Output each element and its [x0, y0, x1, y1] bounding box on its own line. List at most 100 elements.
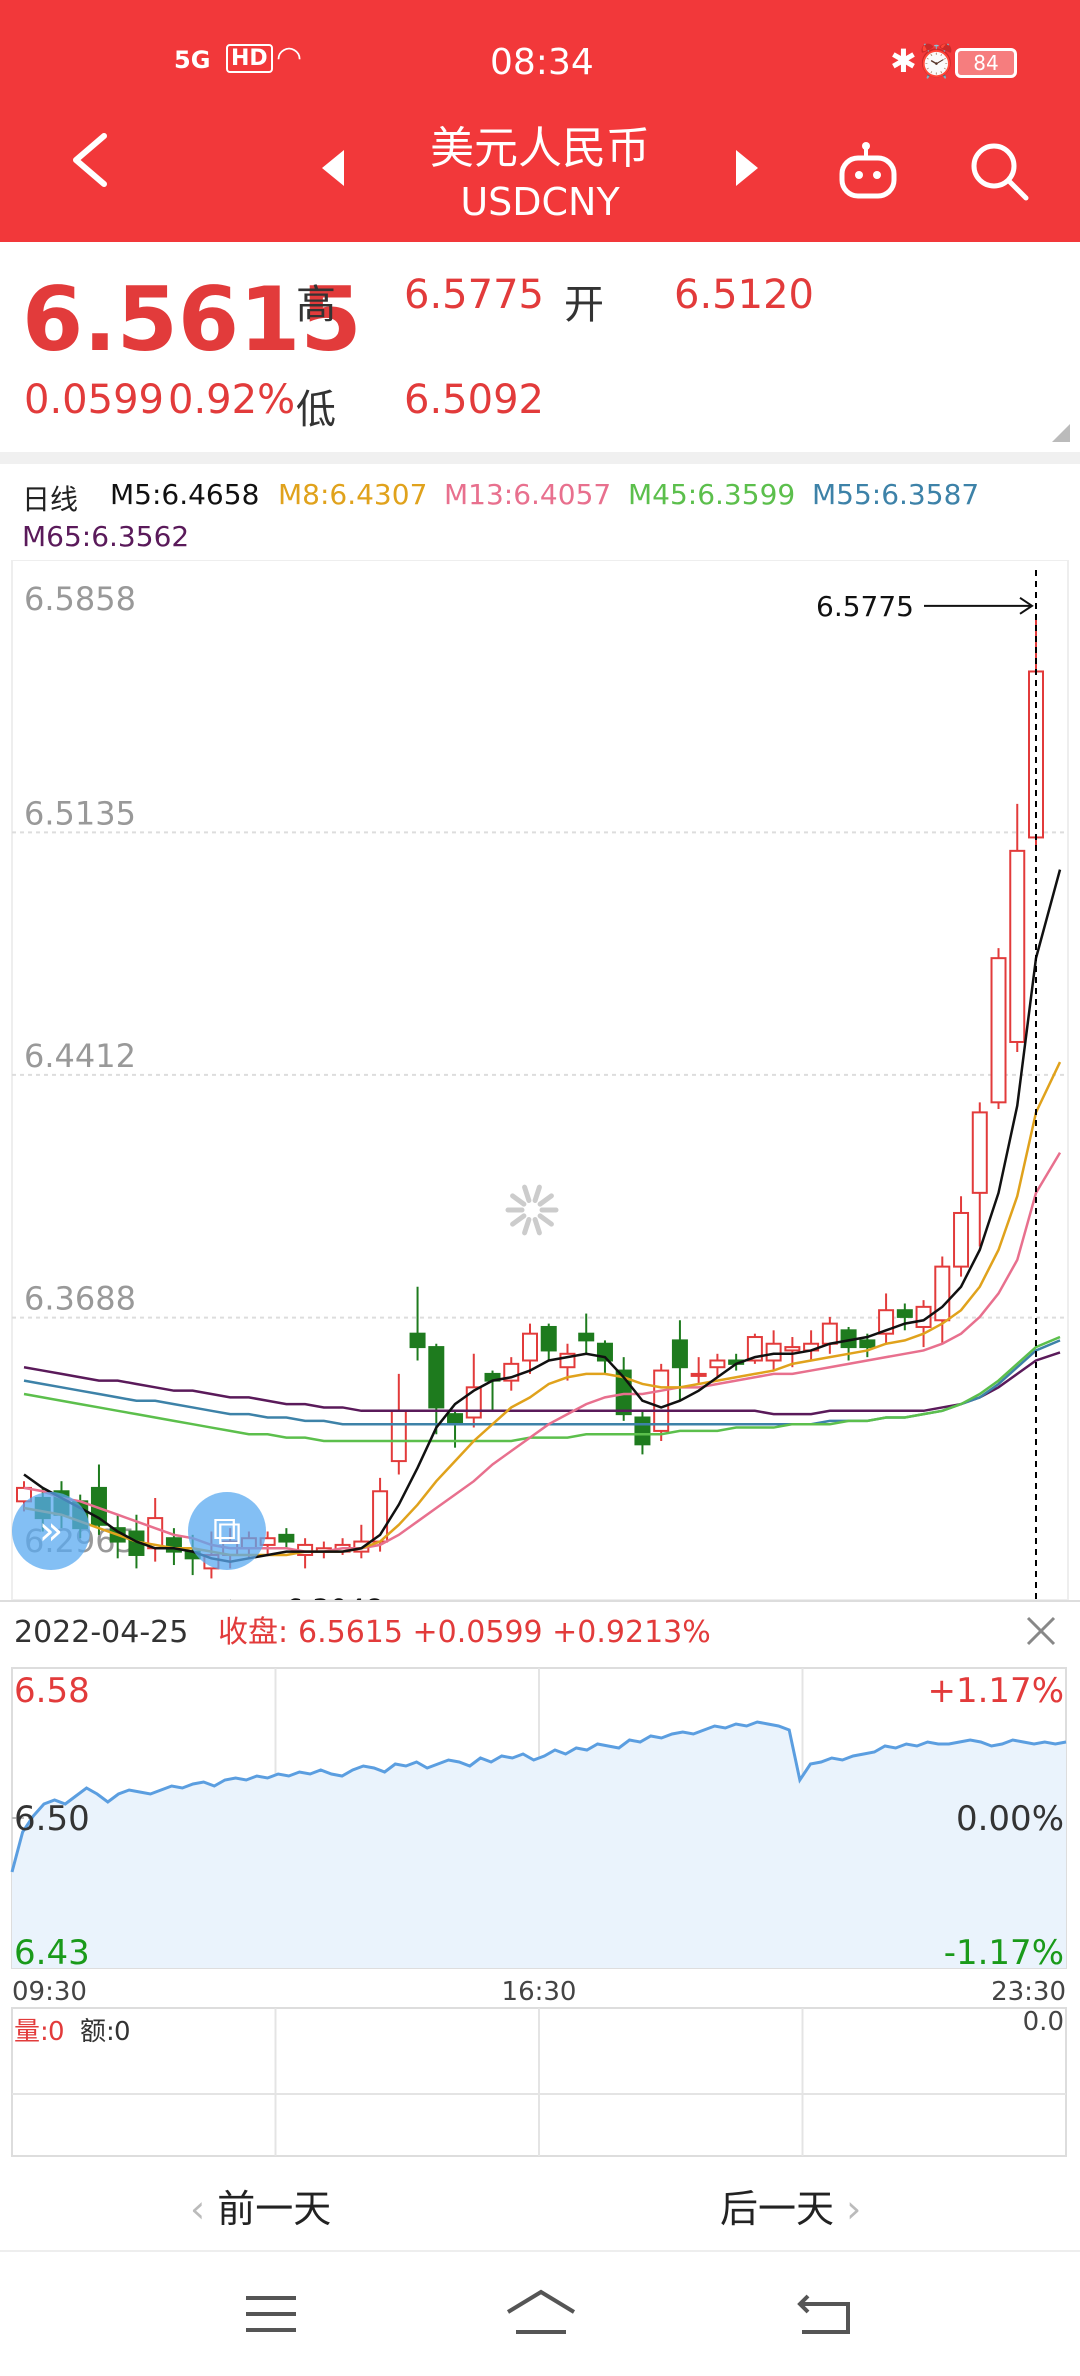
spinner-spoke [522, 1217, 532, 1236]
loading-spinner-icon [505, 1184, 559, 1236]
candle-body [765, 1342, 782, 1362]
robot-assistant-icon[interactable] [836, 140, 900, 204]
intraday-area [12, 1722, 1066, 1968]
x-tick: 09:30 [12, 1977, 87, 2007]
y-tick-left: 6.58 [14, 1671, 90, 1711]
app-header: 5G HD ◠ 08:34 ✱⏰ 84 美元人民币 USDCNY [0, 0, 1080, 242]
float-tool-icon[interactable]: ⧉ [188, 1492, 266, 1570]
ma13-legend: M13:6.4057 [444, 478, 612, 511]
candle-body [409, 1332, 426, 1349]
period-label[interactable]: 日线 [22, 483, 79, 516]
candle-body [746, 1336, 763, 1362]
candle-body [821, 1322, 838, 1345]
page-title: 美元人民币 [430, 123, 650, 174]
y-tick-label: 6.5858 [24, 580, 136, 618]
volume-max-label: 0.0 [1023, 2007, 1064, 2037]
chevron-left-icon: ‹ [190, 2187, 218, 2231]
hd-badge: HD [226, 44, 273, 73]
close-icon[interactable] [1026, 1616, 1056, 1646]
candle-body [671, 1339, 688, 1369]
open-value: 6.5120 [674, 272, 814, 318]
candle-body [971, 1111, 988, 1194]
high-value: 6.5775 [404, 272, 544, 318]
close-summary: 6.5615 +0.0599 +0.9213% [298, 1615, 711, 1650]
plot-frame [11, 560, 1069, 1600]
previous-day-label: 前一天 [217, 2187, 332, 2231]
spinner-spoke [537, 1213, 554, 1227]
expand-corner-icon[interactable] [1052, 424, 1070, 442]
y-tick-left: 6.43 [14, 1933, 90, 1973]
candle-body [522, 1332, 538, 1362]
battery-indicator: 84 [955, 48, 1017, 78]
divider [0, 1600, 1080, 1602]
spinner-spoke [532, 1217, 542, 1236]
ma-line-m65 [23, 1351, 1061, 1416]
low-value: 6.5092 [404, 377, 544, 423]
open-label: 开 [564, 282, 604, 328]
low-label: 低 [296, 387, 336, 433]
clock: 08:34 [490, 42, 594, 83]
menu-icon[interactable] [244, 2294, 298, 2334]
ma8-legend: M8:6.4307 [278, 478, 428, 511]
candle-body [428, 1346, 445, 1409]
day-navigation: ‹ 前一天 后一天 › [0, 2160, 1080, 2250]
next-symbol-icon[interactable] [736, 150, 758, 186]
candle-body [990, 957, 1007, 1104]
next-day-label: 后一天 [720, 2187, 835, 2231]
candle-body [896, 1309, 913, 1318]
y-tick-label: 6.4412 [24, 1037, 136, 1075]
change-value: 0.0599 [24, 377, 164, 423]
candle-body [953, 1211, 970, 1268]
max-arrowhead [1019, 596, 1034, 615]
next-day-button[interactable]: 后一天 › [720, 2178, 861, 2233]
intraday-line [10, 1720, 1067, 1873]
candle-body [390, 1409, 407, 1463]
close-icon-stroke [1026, 1616, 1056, 1646]
min-price-label: 6.3048 [285, 1592, 383, 1600]
divider [0, 452, 1080, 464]
search-icon[interactable] [968, 140, 1030, 202]
system-navigation-bar [0, 2250, 1080, 2376]
wifi-icon: ◠ [276, 40, 303, 75]
candlestick-chart[interactable]: 6.58586.51356.44126.36886.29656.57756.30… [0, 560, 1080, 1600]
candle-body [709, 1359, 726, 1369]
symbol-code: USDCNY [460, 180, 620, 224]
y-tick-left: 6.50 [14, 1799, 90, 1839]
float-menu-icon[interactable]: » [12, 1492, 90, 1570]
candle-body [540, 1325, 557, 1352]
spinner-spoke [537, 1193, 554, 1207]
candle-body [1009, 849, 1026, 1043]
candle-body [447, 1413, 464, 1426]
intraday-chart[interactable]: 2022-04-25 收盘: 6.5615 +0.0599 +0.9213% 6.58… [0, 1600, 1080, 2160]
ma55-legend: M55:6.3587 [812, 478, 980, 511]
bluetooth-alarm-icon: ✱⏰ [890, 42, 957, 80]
candle-body [690, 1372, 707, 1377]
home-icon[interactable] [504, 2288, 578, 2338]
ma45-legend: M45:6.3599 [628, 478, 796, 511]
signal-indicator: 5G [174, 46, 211, 74]
amount-value: 0 [114, 2017, 131, 2047]
ma5-legend: M5:6.4658 [110, 478, 260, 511]
previous-symbol-icon[interactable] [322, 150, 344, 186]
ma-line-m45 [23, 1335, 1061, 1443]
candle-body [278, 1533, 295, 1543]
last-price: 6.5615 [22, 268, 362, 371]
x-tick: 16:30 [502, 1977, 577, 2007]
spinner-spoke [510, 1193, 527, 1207]
status-bar: 5G HD ◠ 08:34 ✱⏰ 84 [0, 28, 1080, 98]
spinner-spoke [532, 1184, 542, 1203]
close-label: 收盘: [218, 1615, 288, 1650]
spinner-spoke [522, 1184, 532, 1203]
candle-body [578, 1332, 595, 1342]
x-tick: 23:30 [991, 1977, 1066, 2007]
y-tick-right: -1.17% [944, 1933, 1064, 1973]
back-nav-icon[interactable] [796, 2292, 852, 2336]
candle-body [653, 1369, 670, 1432]
y-tick-right: +1.17% [928, 1671, 1065, 1711]
ma65-legend: M65:6.3562 [22, 520, 190, 553]
candle-body [934, 1265, 951, 1322]
back-arrow-icon[interactable] [70, 132, 110, 188]
candle-body [859, 1339, 876, 1349]
previous-day-button[interactable]: ‹ 前一天 [190, 2178, 331, 2233]
